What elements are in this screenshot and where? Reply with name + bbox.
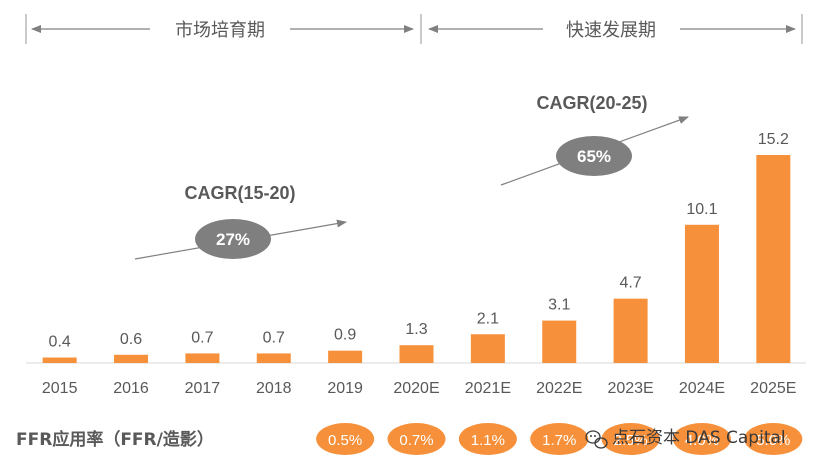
bar-2017	[185, 353, 220, 363]
bar-2019	[328, 350, 363, 363]
bar-2015	[42, 357, 77, 363]
cagr1-title: CAGR(15-20)	[184, 183, 295, 203]
value-labels-group: 0.4 0.6 0.7 0.7 0.9 1.3 2.1 3.1 4.7 10.1 15.2	[49, 131, 789, 351]
cagr-annotation-2: CAGR(20-25) 65%	[500, 93, 689, 186]
ffr-pill-2023E	[601, 423, 660, 455]
bar-2025E	[756, 155, 791, 363]
ffr-pill-2024E	[672, 423, 731, 455]
x-tick-2025E: 2025E	[750, 380, 796, 397]
watermark: 点石资本 DAS Capital	[585, 428, 786, 449]
ffr-value-2025E: 5.0%	[756, 432, 790, 449]
bar-2016	[114, 354, 149, 363]
bar-2023E	[613, 298, 648, 363]
ffr-value-2023E: 2.5%	[613, 432, 647, 449]
ffr-pill-2022E	[530, 423, 589, 455]
x-ticks-group: 2015 2016 2017 2018 2019 2020E 2021E 2022E 2023E…	[42, 380, 797, 397]
bar-2020E	[399, 345, 434, 363]
x-tick-2019: 2019	[327, 380, 363, 397]
cagr2-pill	[556, 136, 632, 176]
value-label-2021E: 2.1	[477, 310, 499, 327]
x-tick-2024E: 2024E	[679, 380, 725, 397]
ffr-pill-2025E	[744, 423, 803, 455]
x-tick-2023E: 2023E	[607, 380, 653, 397]
bar-2024E	[684, 224, 719, 363]
phase2-label: 快速发展期	[566, 20, 656, 41]
cagr1-pill	[195, 219, 271, 259]
value-label-2024E: 10.1	[686, 201, 717, 218]
ffr-value-2020E: 0.7%	[399, 432, 433, 449]
value-label-2022E: 3.1	[548, 297, 570, 314]
ffr-pill-2020E	[387, 423, 446, 455]
bar-2022E	[542, 320, 577, 363]
cagr2-value: 65%	[577, 147, 611, 166]
value-label-2016: 0.6	[120, 331, 142, 348]
wechat-icon	[585, 430, 608, 449]
ffr-pill-2021E	[458, 423, 517, 455]
cagr1-value: 27%	[216, 230, 250, 249]
x-tick-2022E: 2022E	[536, 380, 582, 397]
cagr-annotation-1: CAGR(15-20) 27%	[134, 183, 347, 260]
value-label-2019: 0.9	[334, 327, 356, 344]
bar-2018	[256, 353, 291, 363]
value-label-2023E: 4.7	[619, 275, 641, 292]
value-label-2020E: 1.3	[405, 321, 427, 338]
ffr-value-2024E: 4.0%	[685, 432, 719, 449]
bars-group	[42, 155, 791, 363]
x-tick-2015: 2015	[42, 380, 78, 397]
x-tick-2021E: 2021E	[465, 380, 511, 397]
ffr-value-2021E: 1.1%	[471, 432, 505, 449]
ffr-pill-2019	[316, 423, 375, 455]
phase1-label: 市场培育期	[175, 20, 265, 41]
ffr-value-2019: 0.5%	[328, 432, 362, 449]
cagr2-title: CAGR(20-25)	[536, 93, 647, 113]
x-tick-2016: 2016	[113, 380, 149, 397]
bar-2021E	[470, 334, 505, 363]
x-tick-2018: 2018	[256, 380, 292, 397]
value-label-2015: 0.4	[49, 334, 71, 351]
value-label-2025E: 15.2	[758, 131, 789, 148]
x-tick-2017: 2017	[185, 380, 221, 397]
ffr-pills-group: 0.5% 0.7% 1.1% 1.7% 2.5% 4.0% 5.0%	[316, 423, 803, 455]
ffr-label: FFR应用率（FFR/造影）	[16, 429, 214, 450]
watermark-text: 点石资本 DAS Capital	[612, 428, 786, 448]
value-label-2018: 0.7	[263, 329, 285, 346]
ffr-value-2022E: 1.7%	[542, 432, 576, 449]
x-tick-2020E: 2020E	[393, 380, 439, 397]
phase-header: 市场培育期 快速发展期	[25, 14, 803, 44]
value-label-2017: 0.7	[191, 329, 213, 346]
